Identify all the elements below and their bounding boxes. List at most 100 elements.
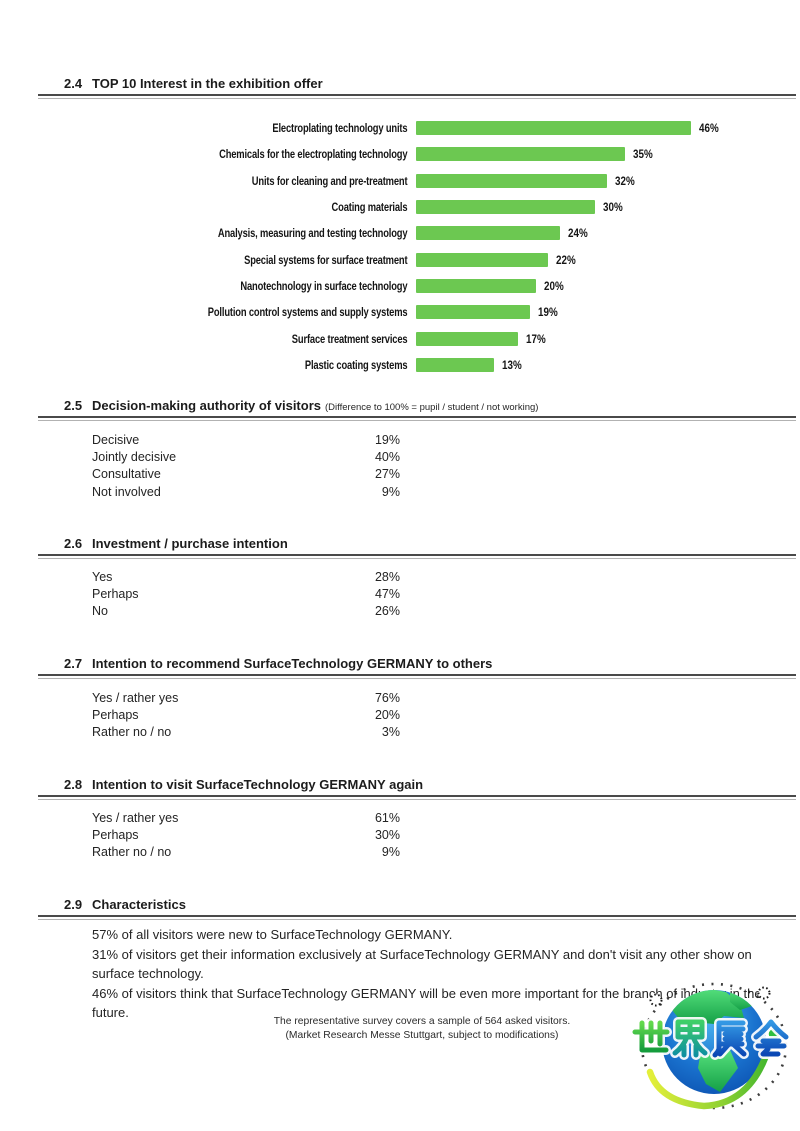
footnote-line-2: (Market Research Messe Stuttgart, subjec…	[285, 1029, 559, 1041]
stat-value: 3%	[381, 725, 400, 740]
revisit-intention-list: Yes / rather yes 61% Perhaps 30% Rather no /…	[92, 809, 400, 861]
bar-category-label: Pollution control systems and supply sys…	[207, 305, 408, 320]
stat-row: Rather no / no 3%	[92, 724, 400, 741]
stat-label: Consultative	[92, 467, 161, 482]
bar-category-label: Units for cleaning and pre-treatment	[251, 173, 408, 188]
stat-label: Jointly decisive	[92, 450, 177, 465]
bar-value-label: 17%	[525, 331, 546, 346]
section-heading-2-4: 2.4 TOP 10 Interest in the exhibition of…	[38, 76, 796, 99]
stat-row: Rather no / no 9%	[92, 844, 400, 861]
section-rule	[38, 795, 796, 800]
section-number: 2.8	[64, 777, 83, 792]
bar-row: Surface treatment services 17%	[38, 325, 762, 351]
stat-label: Yes / rather yes	[92, 690, 179, 705]
stat-label: Perhaps	[92, 587, 139, 602]
stat-value: 28%	[374, 569, 400, 584]
bar-value-label: 46%	[699, 121, 719, 136]
stat-row: Perhaps 20%	[92, 706, 400, 723]
bar-category-label: Special systems for surface treatment	[244, 252, 408, 267]
survey-footnote: The representative survey covers a sampl…	[92, 1015, 752, 1042]
characteristics-paragraph: 57% of all visitors were new to SurfaceT…	[92, 927, 453, 942]
bar	[416, 252, 548, 267]
stat-label: Perhaps	[92, 708, 139, 723]
bar-row: Units for cleaning and pre-treatment 32%	[38, 168, 762, 194]
stat-label: Rather no / no	[92, 725, 172, 740]
bar	[416, 278, 536, 293]
section-number: 2.7	[64, 656, 83, 671]
stat-row: Yes / rather yes 61%	[92, 809, 400, 826]
bar-row: Pollution control systems and supply sys…	[38, 299, 762, 325]
bar-category-label: Coating materials	[331, 200, 408, 215]
bar-value-label: 30%	[603, 200, 624, 215]
section-title: Intention to recommend SurfaceTechnology…	[92, 656, 493, 671]
stat-value: 30%	[374, 828, 400, 843]
stat-row: Yes / rather yes 76%	[92, 689, 400, 706]
stat-value: 47%	[374, 587, 400, 602]
section-title: Decision-making authority of visitors	[92, 398, 321, 413]
section-number: 2.9	[64, 897, 83, 912]
bar-category-label: Surface treatment services	[291, 331, 408, 346]
section-number: 2.5	[64, 398, 83, 413]
bar-category-label: Electroplating technology units	[272, 121, 408, 136]
stat-value: 76%	[374, 690, 400, 705]
section-heading-2-5: 2.5 Decision-making authority of visitor…	[38, 398, 796, 421]
bar-row: Electroplating technology units 46%	[38, 115, 762, 141]
bar	[416, 200, 596, 215]
section-heading-2-7: 2.7 Intention to recommend SurfaceTechno…	[38, 656, 796, 679]
stat-label: Not involved	[92, 484, 161, 499]
section-rule	[38, 554, 796, 559]
section-rule	[38, 94, 796, 99]
bar-value-label: 20%	[543, 278, 564, 293]
section-note: (Difference to 100% = pupil / student / …	[325, 402, 539, 413]
stat-value: 27%	[374, 467, 400, 482]
logo-swoosh	[646, 1036, 775, 1110]
stat-value: 20%	[374, 708, 400, 723]
stat-row: Perhaps 30%	[92, 826, 400, 843]
section-title: Investment / purchase intention	[92, 536, 288, 551]
section-title: Characteristics	[92, 897, 186, 912]
bar-category-label: Analysis, measuring and testing technolo…	[217, 226, 408, 241]
logo-gear-dot-left	[649, 993, 663, 1007]
investment-intention-list: Yes 28% Perhaps 47% No 26%	[92, 568, 400, 620]
bar-row: Plastic coating systems 13%	[38, 352, 762, 378]
section-title: TOP 10 Interest in the exhibition offer	[92, 76, 323, 91]
section-heading-2-9: 2.9 Characteristics	[38, 897, 796, 920]
stat-row: No 26%	[92, 603, 400, 620]
stat-label: No	[92, 604, 108, 619]
bar	[416, 121, 691, 136]
bar-value-label: 35%	[633, 147, 653, 162]
section-heading-2-6: 2.6 Investment / purchase intention	[38, 536, 796, 559]
top10-interest-bar-chart: Electroplating technology units 46% Chemic…	[38, 115, 762, 378]
stat-row: Decisive 19%	[92, 431, 400, 448]
stat-value: 19%	[374, 432, 400, 447]
bar-row: Nanotechnology in surface technology 20%	[38, 273, 762, 299]
stat-row: Jointly decisive 40%	[92, 448, 400, 465]
section-title: Intention to visit SurfaceTechnology GER…	[92, 777, 424, 792]
bar-row: Special systems for surface treatment 22%	[38, 246, 762, 272]
characteristics-paragraphs: 57% of all visitors were new to SurfaceT…	[92, 925, 762, 1023]
bar	[416, 173, 608, 188]
section-rule	[38, 674, 796, 679]
bar	[416, 305, 530, 320]
section-number: 2.4	[64, 76, 83, 91]
bar	[416, 147, 626, 162]
bar	[416, 357, 494, 372]
stat-row: Consultative 27%	[92, 466, 400, 483]
bar-value-label: 24%	[567, 226, 588, 241]
footnote-line-1: The representative survey covers a sampl…	[273, 1016, 571, 1027]
bar-category-label: Chemicals for the electroplating technol…	[219, 147, 408, 162]
logo-continents	[672, 990, 752, 1092]
logo-gear-dot-right	[757, 986, 771, 1000]
bar-row: Chemicals for the electroplating technol…	[38, 141, 762, 167]
bar	[416, 331, 518, 346]
bar-row: Analysis, measuring and testing technolo…	[38, 220, 762, 246]
decision-authority-list: Decisive 19% Jointly decisive 40% Consultati…	[92, 431, 400, 501]
bar-row: Coating materials 30%	[38, 194, 762, 220]
stat-label: Yes	[92, 569, 113, 584]
bar-value-label: 32%	[615, 173, 636, 188]
section-rule	[38, 915, 796, 920]
bar-category-label: Nanotechnology in surface technology	[240, 278, 408, 293]
stat-label: Rather no / no	[92, 845, 172, 860]
stat-value: 26%	[374, 604, 400, 619]
bar-category-label: Plastic coating systems	[304, 357, 408, 372]
